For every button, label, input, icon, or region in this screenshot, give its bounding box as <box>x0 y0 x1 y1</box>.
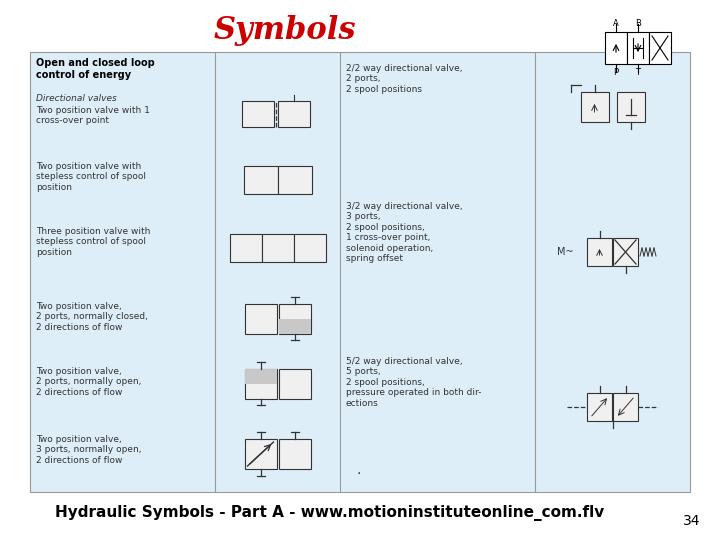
Bar <box>649 32 671 64</box>
Text: T: T <box>636 68 641 77</box>
Text: A: A <box>613 19 619 28</box>
Text: Two position valve,
3 ports, normally open,
2 directions of flow: Two position valve, 3 ports, normally op… <box>36 435 142 465</box>
Text: Two position valve,
2 ports, normally open,
2 directions of flow: Two position valve, 2 ports, normally op… <box>36 367 141 397</box>
Text: Hydraulic Symbols - Part A - www.motioninstituteonline_com.flv: Hydraulic Symbols - Part A - www.motioni… <box>55 505 605 521</box>
Text: Directional valves: Directional valves <box>36 94 117 103</box>
Bar <box>294 234 325 262</box>
Bar <box>616 92 644 122</box>
Text: P: P <box>613 68 618 77</box>
Text: Two position valve,
2 ports, normally closed,
2 directions of flow: Two position valve, 2 ports, normally cl… <box>36 302 148 332</box>
Bar <box>277 101 310 127</box>
Text: 2/2 way directional valve,
2 ports,
2 spool positions: 2/2 way directional valve, 2 ports, 2 sp… <box>346 64 462 94</box>
Bar <box>245 369 276 384</box>
Bar <box>587 393 612 421</box>
Text: 34: 34 <box>683 514 700 528</box>
Bar <box>580 92 608 122</box>
Bar <box>279 369 310 399</box>
Bar <box>627 32 649 64</box>
Bar <box>613 238 638 266</box>
Text: 5/2 way directional valve,
5 ports,
2 spool positions,
pressure operated in both: 5/2 way directional valve, 5 ports, 2 sp… <box>346 357 482 408</box>
Bar <box>245 304 276 334</box>
Bar <box>243 166 277 194</box>
Bar <box>241 101 274 127</box>
Bar <box>245 369 276 399</box>
Text: Two position valve with
stepless control of spool
position: Two position valve with stepless control… <box>36 162 146 192</box>
Text: Symbols: Symbols <box>214 15 356 45</box>
Text: B: B <box>635 19 641 28</box>
Bar <box>605 32 627 64</box>
Text: Open and closed loop
control of energy: Open and closed loop control of energy <box>36 58 155 79</box>
Bar <box>279 319 310 334</box>
Bar <box>613 393 638 421</box>
Text: M~: M~ <box>557 247 573 257</box>
Bar <box>277 166 312 194</box>
Text: Two position valve with 1
cross-over point: Two position valve with 1 cross-over poi… <box>36 106 150 125</box>
Text: .: . <box>356 463 361 477</box>
Bar <box>245 439 276 469</box>
Text: 3/2 way directional valve,
3 ports,
2 spool positions,
1 cross-over point,
solen: 3/2 way directional valve, 3 ports, 2 sp… <box>346 202 463 263</box>
Bar <box>279 439 310 469</box>
Bar <box>587 238 612 266</box>
Bar <box>30 52 690 492</box>
Bar <box>279 304 310 334</box>
Bar <box>230 234 261 262</box>
Text: Three position valve with
stepless control of spool
position: Three position valve with stepless contr… <box>36 227 150 257</box>
Bar <box>261 234 294 262</box>
